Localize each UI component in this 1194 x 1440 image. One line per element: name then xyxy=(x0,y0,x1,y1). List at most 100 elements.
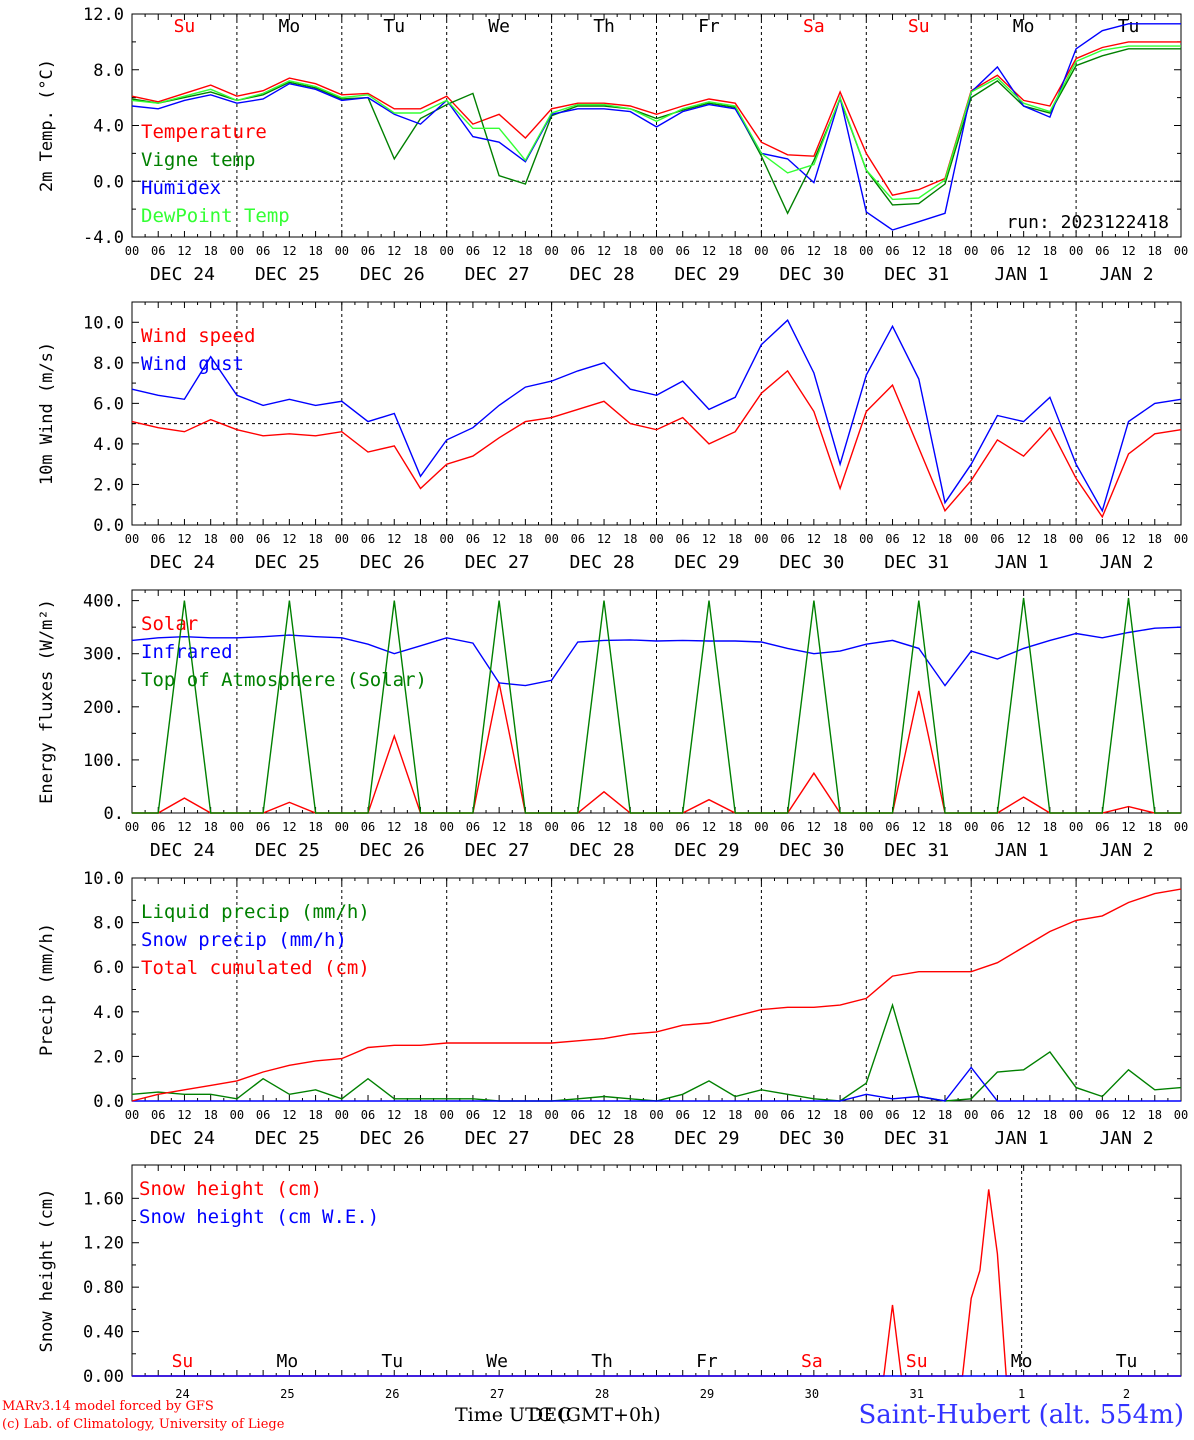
wind-hour-label: 18 xyxy=(623,532,637,546)
wind-hour-label: 06 xyxy=(780,532,794,546)
precip-hour-label: 06 xyxy=(990,1108,1004,1122)
precip-hour-label: 18 xyxy=(623,1108,637,1122)
energy-hour-label: 06 xyxy=(361,820,375,834)
precip-hour-label: 00 xyxy=(1069,1108,1083,1122)
temp-weekday-label: Tu xyxy=(1118,16,1140,37)
precip-date-label: DEC 31 xyxy=(884,1128,949,1149)
temp-hour-label: 06 xyxy=(675,244,689,258)
wind-legend-wind-speed: Wind speed xyxy=(141,325,255,347)
energy-date-label: DEC 27 xyxy=(465,840,530,861)
temp-hour-label: 12 xyxy=(1016,244,1030,258)
wind-hour-label: 00 xyxy=(1174,532,1188,546)
snow-y-tick-label: 0.40 xyxy=(83,1323,124,1343)
energy-hour-label: 12 xyxy=(597,820,611,834)
snow-y-tick-label: 1.60 xyxy=(83,1189,124,1209)
energy-series-infrared xyxy=(131,626,1182,687)
wind-hour-label: 18 xyxy=(1043,532,1057,546)
wind-hour-label: 00 xyxy=(649,532,663,546)
snow-date-label: 28 xyxy=(595,1387,609,1401)
energy-y-tick-label: 200. xyxy=(83,698,124,718)
snow-y-axis-label: Snow height (cm) xyxy=(37,1189,57,1353)
temp-hour-label: 00 xyxy=(1069,244,1083,258)
energy-hour-label: 12 xyxy=(1121,820,1135,834)
energy-date-label: DEC 30 xyxy=(779,840,844,861)
temp-hour-label: 12 xyxy=(282,244,296,258)
precip-date-label: JAN 1 xyxy=(995,1128,1049,1149)
energy-y-tick-label: 300. xyxy=(83,645,124,665)
energy-hour-label: 18 xyxy=(833,820,847,834)
snow-y-tick-label: 0.00 xyxy=(83,1367,124,1387)
energy-hour-label: 12 xyxy=(492,820,506,834)
precip-hour-label: 12 xyxy=(492,1108,506,1122)
wind-panel: 0.0 2.0 4.0 6.0 8.0 10.0 10m Wind (m/s) 00 06 12 1… xyxy=(37,301,1188,573)
temp-hour-label: 18 xyxy=(833,244,847,258)
temp-hour-label: 18 xyxy=(308,244,322,258)
snow-date-label: 26 xyxy=(385,1387,399,1401)
energy-hour-label: 06 xyxy=(675,820,689,834)
precip-legend-snow-precip-mm-h-: Snow precip (mm/h) xyxy=(141,929,347,951)
snow-weekday-label: Mo xyxy=(277,1351,299,1372)
wind-hour-label: 06 xyxy=(990,532,1004,546)
temp-legend-humidex: Humidex xyxy=(141,177,221,199)
temp-frame xyxy=(131,13,1182,238)
precip-hour-label: 06 xyxy=(571,1108,585,1122)
temp-hour-label: 00 xyxy=(439,244,453,258)
energy-panel: 0. 100. 200. 300. 400. Energy fluxes (W/m²) 00… xyxy=(37,589,1188,861)
wind-hour-label: 12 xyxy=(282,532,296,546)
wind-date-label: JAN 2 xyxy=(1099,552,1153,573)
precip-y-tick-label: 10.0 xyxy=(83,869,124,889)
temp-hour-label: 06 xyxy=(466,244,480,258)
energy-date-label: JAN 1 xyxy=(995,840,1049,861)
energy-hour-label: 18 xyxy=(518,820,532,834)
precip-hour-label: 06 xyxy=(361,1108,375,1122)
energy-hour-label: 18 xyxy=(728,820,742,834)
energy-hour-label: 06 xyxy=(885,820,899,834)
wind-frame xyxy=(131,301,1182,526)
precip-date-label: JAN 2 xyxy=(1099,1128,1153,1149)
wind-date-label: DEC 31 xyxy=(884,552,949,573)
wind-hour-label: 12 xyxy=(597,532,611,546)
energy-hour-label: 00 xyxy=(649,820,663,834)
wind-hour-label: 06 xyxy=(151,532,165,546)
precip-hour-label: 06 xyxy=(151,1108,165,1122)
precip-hour-label: 18 xyxy=(833,1108,847,1122)
wind-hour-label: 00 xyxy=(544,532,558,546)
temp-hour-label: 00 xyxy=(335,244,349,258)
energy-hour-label: 12 xyxy=(387,820,401,834)
snow-weekday-label: Fr xyxy=(696,1351,718,1372)
energy-hour-label: 06 xyxy=(571,820,585,834)
temp-hour-label: 00 xyxy=(125,244,139,258)
wind-hour-label: 00 xyxy=(125,532,139,546)
time-axis-overlay-text: DEC xyxy=(528,1404,572,1426)
wind-hour-label: 00 xyxy=(439,532,453,546)
precip-date-label: DEC 28 xyxy=(570,1128,635,1149)
wind-date-label: DEC 30 xyxy=(779,552,844,573)
model-credit: MARv3.14 model forced by GFS (c) Lab. of… xyxy=(2,1398,284,1434)
energy-hour-label: 00 xyxy=(125,820,139,834)
temp-weekday-label: Su xyxy=(174,16,196,37)
wind-hour-label: 12 xyxy=(387,532,401,546)
energy-y-tick-label: 100. xyxy=(83,751,124,771)
temp-hour-label: 18 xyxy=(413,244,427,258)
energy-series-top-of-atmosphere-solar- xyxy=(132,597,1181,814)
wind-hour-label: 12 xyxy=(1016,532,1030,546)
temp-date-label: DEC 29 xyxy=(674,264,739,285)
temp-hour-label: 06 xyxy=(990,244,1004,258)
temp-y-tick-label: 4.0 xyxy=(93,117,124,137)
wind-date-label: DEC 27 xyxy=(465,552,530,573)
precip-hour-label: 12 xyxy=(282,1108,296,1122)
energy-hour-label: 00 xyxy=(439,820,453,834)
precip-hour-label: 06 xyxy=(885,1108,899,1122)
temp-hour-label: 18 xyxy=(1148,244,1162,258)
wind-hour-label: 18 xyxy=(833,532,847,546)
temp-date-label: JAN 1 xyxy=(995,264,1049,285)
wind-hour-label: 12 xyxy=(702,532,716,546)
energy-date-label: DEC 24 xyxy=(150,840,215,861)
temp-hour-label: 00 xyxy=(859,244,873,258)
precip-series-total-cumulated-cm- xyxy=(131,888,1182,1102)
precip-hour-label: 12 xyxy=(1016,1108,1030,1122)
snow-date-label: 30 xyxy=(805,1387,819,1401)
precip-hour-label: 00 xyxy=(439,1108,453,1122)
energy-hour-label: 06 xyxy=(256,820,270,834)
precip-y-tick-label: 0.0 xyxy=(93,1092,124,1112)
